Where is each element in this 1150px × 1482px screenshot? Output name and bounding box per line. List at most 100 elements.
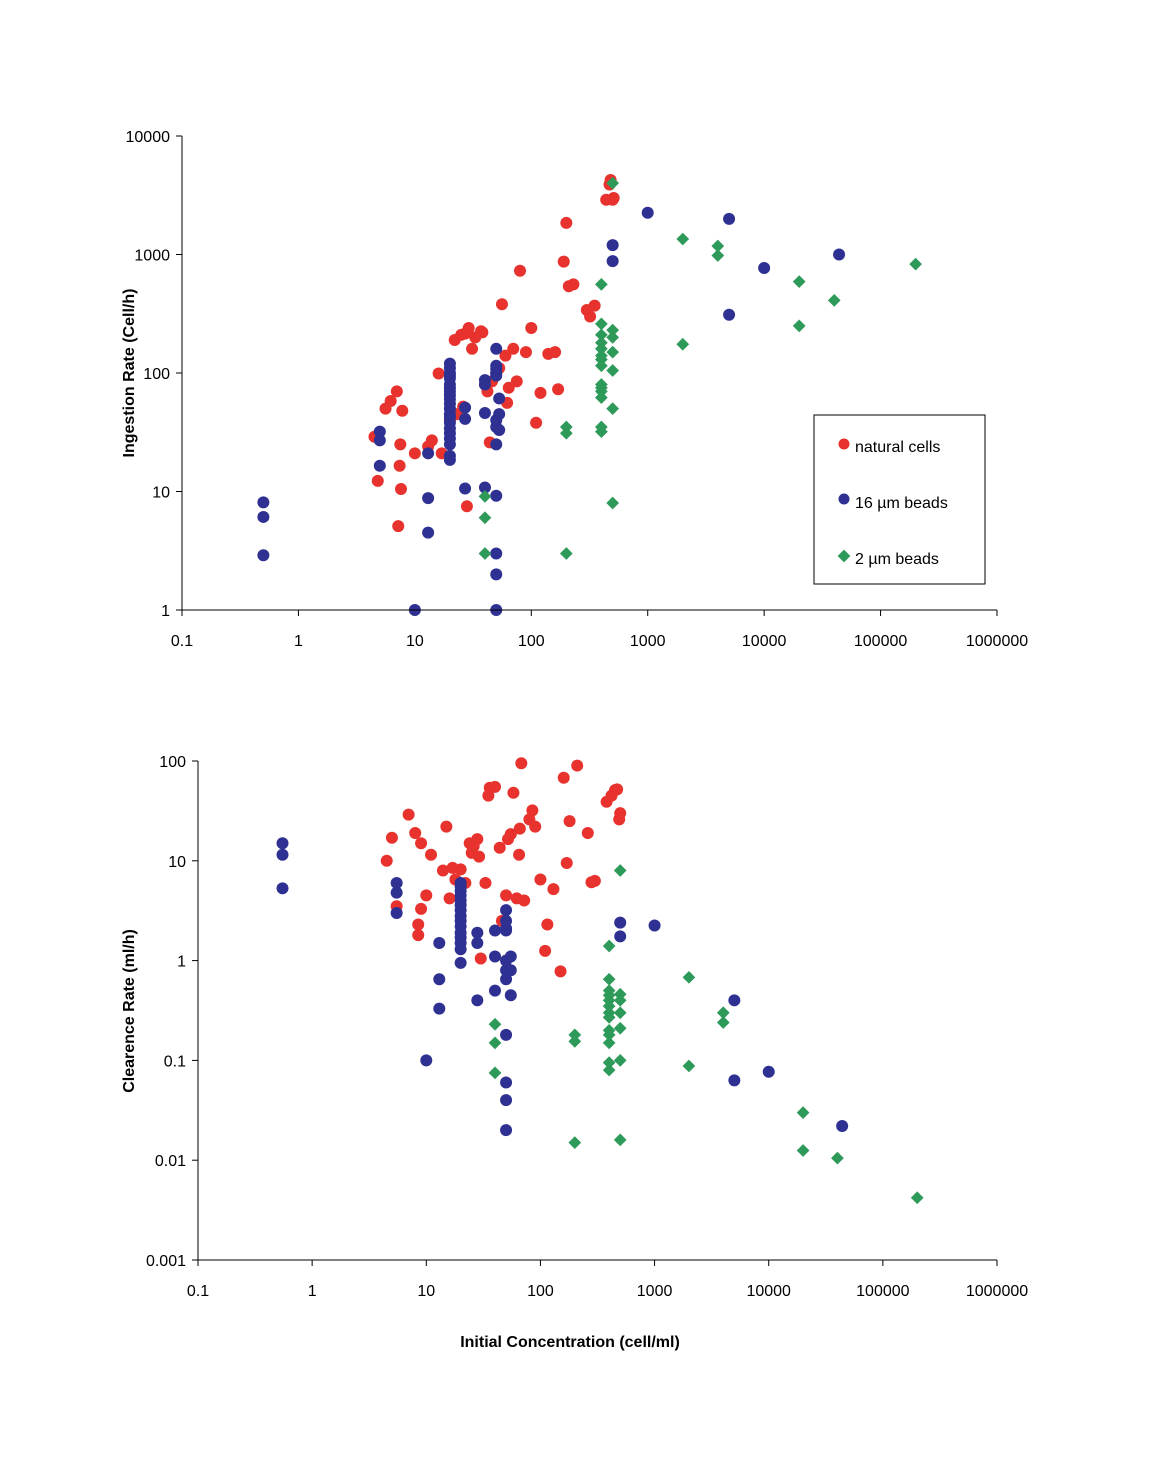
clearence-point-natural-cells	[554, 965, 567, 978]
ingestion-point-natural-cells	[408, 447, 421, 460]
clearence-x-tick-label: 100	[527, 1283, 554, 1300]
ingestion-point-natural-cells	[607, 191, 620, 204]
ingestion-point-natural-cells	[371, 474, 384, 487]
ingestion-point-natural-cells	[394, 438, 407, 451]
ingestion-point-16-m-beads	[723, 212, 736, 225]
clearence-point-2-m-beads	[613, 1021, 627, 1035]
ingestion-point-natural-cells	[466, 342, 479, 355]
ingestion-point-natural-cells	[525, 321, 538, 334]
clearence-point-16-m-beads	[420, 1054, 433, 1067]
clearence-point-natural-cells	[412, 929, 425, 942]
ingestion-point-16-m-beads	[606, 239, 619, 252]
clearence-point-16-m-beads	[276, 837, 289, 850]
clearence-point-16-m-beads	[500, 904, 513, 917]
ingestion-point-natural-cells	[584, 310, 597, 323]
ingestion-point-16-m-beads	[490, 568, 503, 581]
clearence-y-tick-label: 0.01	[155, 1153, 186, 1170]
clearence-point-natural-cells	[504, 828, 517, 841]
ingestion-point-natural-cells	[390, 385, 403, 398]
clearence-y-tick-label: 100	[159, 754, 186, 771]
clearence-point-natural-cells	[541, 918, 554, 931]
ingestion-rate-chart: 0.1 1 10 100 1000 10000 100000 1000000110100100…	[121, 129, 1028, 650]
ingestion-x-tick-label: 10000	[742, 633, 787, 650]
legend-16um-beads-marker	[838, 493, 850, 505]
clearence-y-tick-label: 0.1	[164, 1053, 186, 1070]
clearence-x-tick-label: 1	[308, 1283, 317, 1300]
clearence-point-natural-cells	[443, 892, 456, 905]
ingestion-y-tick-label: 100	[143, 366, 170, 383]
ingestion-x-tick-label: 1000000	[966, 633, 1028, 650]
clearence-point-16-m-beads	[504, 989, 517, 1002]
clearence-point-natural-cells	[425, 848, 438, 861]
clearence-point-16-m-beads	[762, 1065, 775, 1078]
ingestion-y-tick-label: 10	[152, 485, 170, 502]
clearence-points	[276, 757, 924, 1205]
clearence-point-natural-cells	[420, 889, 433, 902]
clearence-point-16-m-beads	[489, 924, 502, 937]
ingestion-point-natural-cells	[425, 434, 438, 447]
clearence-point-natural-cells	[409, 826, 422, 839]
ingestion-y-axis-title: Ingestion Rate (Cell/h)	[121, 289, 138, 458]
clearence-point-natural-cells	[515, 757, 528, 770]
clearence-point-16-m-beads	[728, 994, 741, 1007]
ingestion-point-16-m-beads	[478, 378, 491, 391]
ingestion-point-natural-cells	[557, 255, 570, 268]
ingestion-y-tick-label: 10000	[126, 129, 171, 146]
clearence-point-natural-cells	[454, 863, 467, 876]
ingestion-y-tick-label: 1	[161, 603, 170, 620]
clearence-point-natural-cells	[529, 820, 542, 833]
clearence-point-natural-cells	[402, 808, 415, 821]
x-axis-title: Initial Concentration (cell/ml)	[460, 1334, 680, 1351]
ingestion-point-16-m-beads	[459, 412, 472, 425]
clearence-point-natural-cells	[489, 780, 502, 793]
clearence-point-16-m-beads	[454, 943, 467, 956]
clearence-point-16-m-beads	[489, 984, 502, 997]
clearence-point-natural-cells	[557, 771, 570, 784]
clearence-y-tick-label: 0.001	[146, 1253, 186, 1270]
ingestion-x-tick-label: 100	[518, 633, 545, 650]
clearence-point-natural-cells	[415, 902, 428, 915]
clearence-point-natural-cells	[473, 850, 486, 863]
ingestion-x-tick-label: 100000	[854, 633, 907, 650]
ingestion-point-16-m-beads	[422, 447, 435, 460]
clearence-point-16-m-beads	[471, 937, 484, 950]
clearence-point-16-m-beads	[433, 1002, 446, 1015]
ingestion-point-16-m-beads	[490, 438, 503, 451]
clearence-point-16-m-beads	[276, 882, 289, 895]
clearence-x-tick-label: 0.1	[187, 1283, 209, 1300]
clearence-point-16-m-beads	[500, 1094, 513, 1107]
clearence-ticks: 0.1 1 10 100 1000 10000 100000 1000000 0.001 0.01…	[146, 754, 1028, 1300]
clearence-point-natural-cells	[571, 759, 584, 772]
ingestion-point-natural-cells	[507, 342, 520, 355]
legend-natural-cells-marker	[838, 438, 850, 450]
clearence-point-natural-cells	[440, 820, 453, 833]
ingestion-point-16-m-beads	[422, 526, 435, 539]
clearence-point-16-m-beads	[504, 964, 517, 977]
ingestion-point-16-m-beads	[493, 424, 506, 437]
ingestion-point-16-m-beads	[490, 489, 503, 502]
clearence-point-16-m-beads	[433, 937, 446, 950]
ingestion-point-natural-cells	[588, 299, 601, 312]
ingestion-point-16-m-beads	[373, 459, 386, 472]
ingestion-point-natural-cells	[514, 264, 527, 277]
ingestion-point-16-m-beads	[490, 342, 503, 355]
clearence-point-natural-cells	[581, 826, 594, 839]
ingestion-point-16-m-beads	[373, 425, 386, 438]
legend: natural cells 16 µm beads 2 µm beads	[813, 414, 986, 585]
clearence-point-natural-cells	[385, 831, 398, 844]
ingestion-point-16-m-beads	[641, 206, 654, 219]
ingestion-point-16-m-beads	[459, 482, 472, 495]
ingestion-point-natural-cells	[552, 383, 565, 396]
legend-natural-cells-label: natural cells	[855, 439, 940, 456]
ingestion-point-natural-cells	[476, 326, 489, 339]
clearence-point-16-m-beads	[648, 919, 661, 932]
ingestion-point-16-m-beads	[478, 406, 491, 419]
ingestion-point-16-m-beads	[257, 496, 270, 509]
ingestion-point-16-m-beads	[606, 255, 619, 268]
ingestion-point-natural-cells	[567, 278, 580, 291]
ingestion-point-16-m-beads	[257, 549, 270, 562]
legend-2um-beads-label: 2 µm beads	[855, 551, 939, 568]
ingestion-point-16-m-beads	[257, 510, 270, 523]
ingestion-points	[257, 174, 922, 616]
clearence-point-natural-cells	[380, 854, 393, 867]
